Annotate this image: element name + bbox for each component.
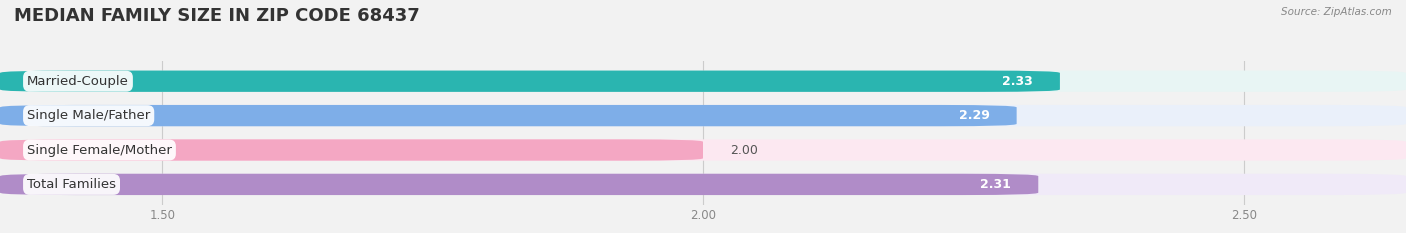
Text: Married-Couple: Married-Couple: [27, 75, 129, 88]
Text: Single Female/Mother: Single Female/Mother: [27, 144, 172, 157]
Text: Single Male/Father: Single Male/Father: [27, 109, 150, 122]
FancyBboxPatch shape: [0, 174, 1406, 195]
Text: MEDIAN FAMILY SIZE IN ZIP CODE 68437: MEDIAN FAMILY SIZE IN ZIP CODE 68437: [14, 7, 420, 25]
Text: Total Families: Total Families: [27, 178, 117, 191]
FancyBboxPatch shape: [0, 71, 1060, 92]
Text: Source: ZipAtlas.com: Source: ZipAtlas.com: [1281, 7, 1392, 17]
FancyBboxPatch shape: [0, 174, 1038, 195]
Text: 2.00: 2.00: [730, 144, 758, 157]
FancyBboxPatch shape: [0, 139, 1406, 161]
Text: 2.29: 2.29: [959, 109, 990, 122]
FancyBboxPatch shape: [0, 105, 1406, 126]
FancyBboxPatch shape: [0, 71, 1406, 92]
Text: 2.33: 2.33: [1002, 75, 1033, 88]
FancyBboxPatch shape: [0, 105, 1017, 126]
FancyBboxPatch shape: [0, 139, 703, 161]
Text: 2.31: 2.31: [980, 178, 1011, 191]
